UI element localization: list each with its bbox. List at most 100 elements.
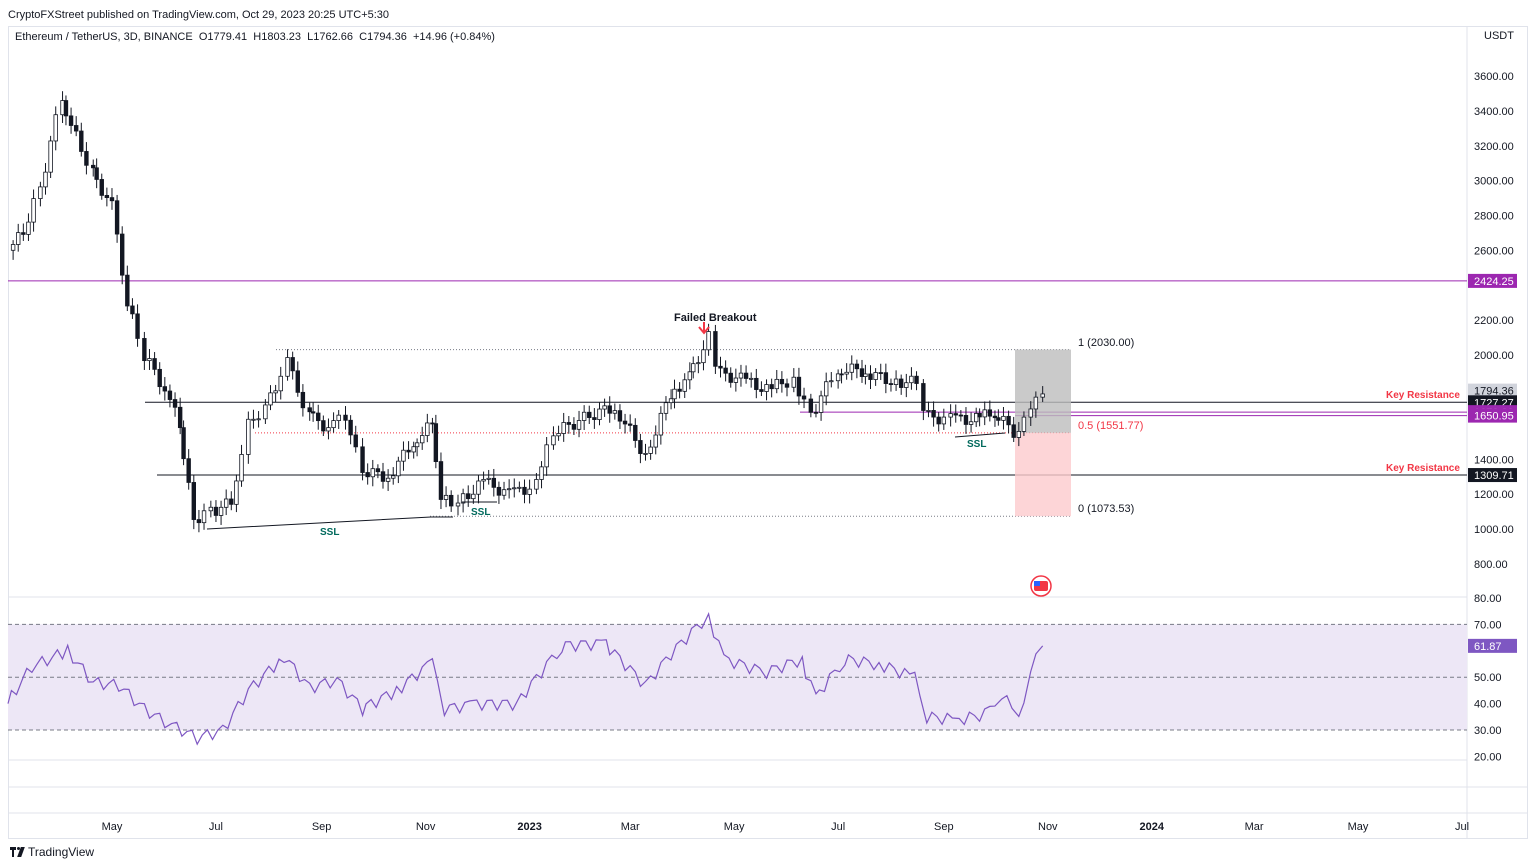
candle-down bbox=[566, 422, 572, 425]
candle-down bbox=[300, 391, 306, 409]
candle-up bbox=[278, 375, 283, 392]
candle-down bbox=[1006, 415, 1011, 426]
candle-up bbox=[982, 409, 987, 418]
price-tick-label: 1400.00 bbox=[1474, 454, 1514, 466]
failed-breakout-label: Failed Breakout bbox=[674, 312, 757, 324]
candle-up bbox=[218, 506, 224, 516]
candle-down bbox=[310, 411, 316, 414]
candle-down bbox=[94, 167, 99, 180]
candle-up bbox=[239, 454, 244, 482]
candle-down bbox=[448, 494, 454, 507]
candle-up bbox=[268, 392, 273, 406]
candle-up bbox=[706, 331, 711, 351]
price-axis-badge-text: 1309.71 bbox=[1474, 470, 1514, 482]
fib-1-label: 1 (2030.00) bbox=[1078, 337, 1134, 349]
candle-down bbox=[348, 419, 353, 436]
candle-up bbox=[823, 381, 829, 397]
candle-down bbox=[728, 372, 733, 383]
candle-down bbox=[522, 486, 527, 495]
candle-up bbox=[602, 405, 607, 410]
candle-down bbox=[779, 378, 785, 385]
candle-up bbox=[208, 506, 214, 512]
candle-down bbox=[769, 384, 774, 390]
candle-up bbox=[273, 390, 278, 394]
candle-down bbox=[587, 411, 592, 418]
candle-down bbox=[759, 389, 764, 392]
candle-down bbox=[466, 493, 471, 500]
candle-up bbox=[251, 418, 256, 421]
fib-box-lower bbox=[1015, 432, 1071, 517]
candle-up bbox=[201, 510, 207, 524]
chart-frame bbox=[8, 26, 1528, 839]
candle-down bbox=[633, 424, 638, 441]
candle-down bbox=[883, 372, 889, 384]
candle-down bbox=[21, 232, 26, 235]
candle-down bbox=[987, 409, 993, 417]
key-resistance-label: Key Resistance bbox=[1386, 463, 1460, 474]
candle-up bbox=[425, 422, 430, 436]
candles-group bbox=[10, 91, 1045, 533]
candle-up bbox=[481, 478, 486, 482]
candle-down bbox=[172, 399, 178, 408]
candle-down bbox=[73, 125, 79, 132]
candle-up bbox=[849, 363, 854, 373]
price-tick-label: 2200.00 bbox=[1474, 315, 1514, 327]
ssl-trendline bbox=[954, 432, 1006, 438]
symbol-name: Ethereum / TetherUS, 3D, BINANCE bbox=[15, 31, 193, 43]
candle-up bbox=[968, 421, 974, 425]
candle-down bbox=[191, 482, 196, 520]
rsi-tick-label: 50.00 bbox=[1474, 672, 1502, 684]
price-tick-label: 1000.00 bbox=[1474, 524, 1514, 536]
candle-down bbox=[898, 378, 904, 388]
candle-up bbox=[1040, 393, 1045, 398]
candle-down bbox=[1011, 424, 1016, 438]
candle-up bbox=[506, 488, 512, 491]
candle-down bbox=[104, 194, 110, 199]
candle-up bbox=[370, 468, 375, 478]
candle-down bbox=[375, 468, 381, 473]
candle-up bbox=[512, 487, 517, 490]
footer-brand-label: TradingView bbox=[28, 845, 95, 859]
footer-brand[interactable]: TradingView bbox=[10, 845, 94, 859]
candle-down bbox=[79, 130, 84, 152]
candle-up bbox=[748, 377, 754, 380]
candle-down bbox=[931, 410, 936, 418]
candle-down bbox=[109, 197, 115, 202]
ssl-label: SSL bbox=[320, 527, 339, 538]
candle-up bbox=[539, 466, 544, 480]
rsi-value-badge-text: 61.87 bbox=[1474, 641, 1502, 653]
candle-down bbox=[157, 368, 162, 388]
candle-up bbox=[873, 372, 878, 380]
fib-05-label: 0.5 (1551.77) bbox=[1078, 420, 1143, 432]
candle-down bbox=[713, 331, 718, 367]
rsi-tick-label: 20.00 bbox=[1474, 751, 1502, 763]
candle-down bbox=[888, 383, 894, 385]
ohlc-open: O1779.41 bbox=[198, 31, 248, 43]
candle-up bbox=[926, 410, 931, 412]
candle-up bbox=[534, 479, 539, 490]
price-axis-badge bbox=[1468, 383, 1517, 398]
candle-down bbox=[380, 471, 386, 482]
candle-down bbox=[120, 233, 125, 276]
candle-down bbox=[859, 368, 865, 377]
time-axis-label: Jul bbox=[831, 821, 845, 833]
candle-up bbox=[501, 489, 507, 496]
candle-down bbox=[162, 386, 168, 392]
time-axis-label: Jul bbox=[209, 821, 223, 833]
price-axis-badge bbox=[1468, 273, 1517, 288]
candle-down bbox=[784, 383, 790, 388]
candle-down bbox=[607, 405, 612, 414]
candle-down bbox=[99, 179, 104, 196]
candle-up bbox=[764, 384, 769, 392]
price-axis-badge-text: 2424.25 bbox=[1474, 276, 1514, 288]
candle-down bbox=[627, 423, 633, 426]
currency-selector[interactable]: USDT bbox=[1484, 30, 1514, 42]
candle-up bbox=[10, 244, 16, 251]
candle-down bbox=[307, 407, 312, 413]
candle-down bbox=[958, 414, 964, 417]
candle-down bbox=[84, 151, 89, 166]
candle-down bbox=[953, 413, 958, 416]
candle-down bbox=[406, 449, 411, 453]
candle-up bbox=[1028, 408, 1033, 418]
